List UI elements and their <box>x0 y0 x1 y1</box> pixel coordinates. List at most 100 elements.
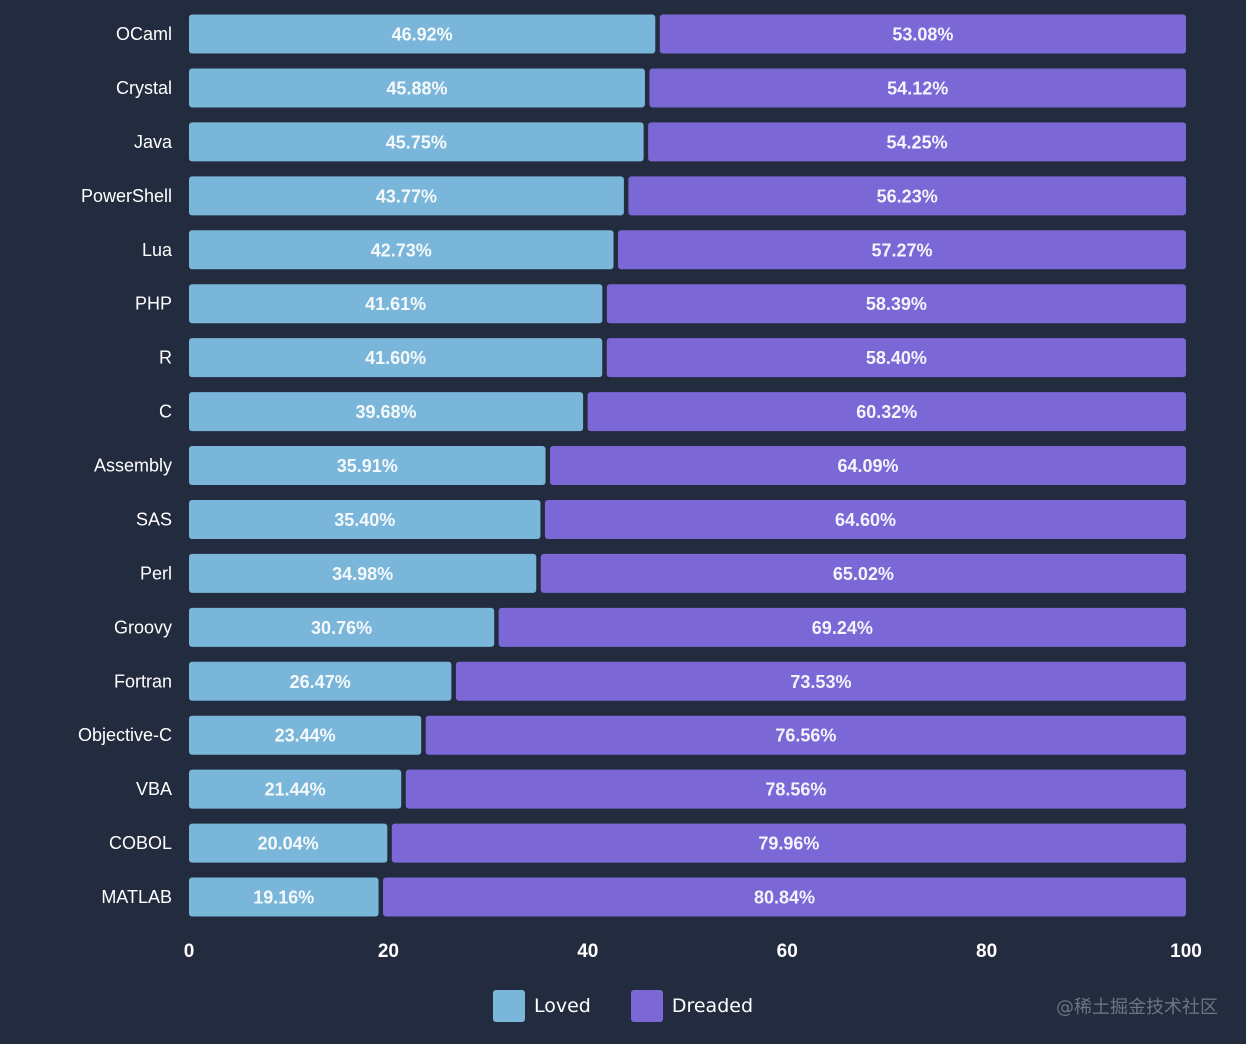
data-label-dreaded-crystal: 54.12% <box>887 78 948 98</box>
data-label-dreaded-sas: 64.60% <box>835 510 896 530</box>
bar-dreaded-groovy <box>498 607 1186 647</box>
bar-dreaded-fortran <box>455 661 1187 701</box>
bar-dreaded-objective-c <box>425 715 1187 755</box>
category-label-lua: Lua <box>142 240 173 260</box>
bar-dreaded-r <box>606 338 1186 378</box>
data-label-dreaded-lua: 57.27% <box>871 240 932 260</box>
data-label-loved-fortran: 26.47% <box>290 672 351 692</box>
x-tick-label-60: 60 <box>777 941 798 962</box>
data-label-dreaded-assembly: 64.09% <box>837 456 898 476</box>
data-label-dreaded-powershell: 56.23% <box>877 186 938 206</box>
bar-loved-sas <box>189 499 541 539</box>
bar-loved-java <box>189 122 644 162</box>
x-tick-label-100: 100 <box>1170 941 1202 962</box>
category-label-php: PHP <box>135 294 172 314</box>
bar-dreaded-assembly <box>550 446 1186 486</box>
data-label-loved-lua: 42.73% <box>371 240 432 260</box>
legend-item-dreaded[interactable]: Dreaded <box>630 990 754 1022</box>
data-label-loved-vba: 21.44% <box>265 780 326 800</box>
data-label-dreaded-fortran: 73.53% <box>790 672 851 692</box>
x-tick-label-80: 80 <box>976 941 997 962</box>
bar-loved-lua <box>189 230 614 270</box>
legend-label-dreaded: Dreaded <box>671 995 754 1017</box>
data-label-dreaded-cobol: 79.96% <box>758 834 819 854</box>
data-label-loved-ocaml: 46.92% <box>392 25 453 45</box>
bar-loved-matlab <box>189 877 379 917</box>
category-label-groovy: Groovy <box>114 617 172 637</box>
data-label-dreaded-matlab: 80.84% <box>754 888 815 908</box>
bar-loved-objective-c <box>189 715 422 755</box>
data-label-loved-assembly: 35.91% <box>337 456 398 476</box>
category-label-perl: Perl <box>140 563 172 583</box>
data-label-loved-php: 41.61% <box>365 294 426 314</box>
legend-swatch-loved <box>492 990 525 1022</box>
category-label-java: Java <box>134 132 173 152</box>
data-label-loved-crystal: 45.88% <box>386 78 447 98</box>
data-label-dreaded-c: 60.32% <box>856 402 917 422</box>
bar-loved-ocaml <box>189 14 656 54</box>
category-label-crystal: Crystal <box>116 78 172 98</box>
chart-legend: Loved Dreaded <box>0 990 1246 1022</box>
data-label-loved-groovy: 30.76% <box>311 618 372 638</box>
bar-dreaded-php <box>606 284 1186 324</box>
legend-item-loved[interactable]: Loved <box>492 990 591 1022</box>
category-label-matlab: MATLAB <box>101 887 172 907</box>
watermark: @稀土掘金技术社区 <box>1056 997 1218 1018</box>
legend-swatch-dreaded <box>630 990 663 1022</box>
data-label-dreaded-perl: 65.02% <box>833 564 894 584</box>
data-label-dreaded-vba: 78.56% <box>765 780 826 800</box>
bar-dreaded-sas <box>544 499 1186 539</box>
data-label-loved-cobol: 20.04% <box>258 834 319 854</box>
category-label-r: R <box>159 348 172 368</box>
bar-loved-cobol <box>189 823 388 863</box>
x-tick-label-40: 40 <box>577 941 598 962</box>
bar-loved-fortran <box>189 661 452 701</box>
category-label-assembly: Assembly <box>94 456 172 476</box>
data-label-dreaded-php: 58.39% <box>866 294 927 314</box>
bar-loved-groovy <box>189 607 495 647</box>
bar-dreaded-powershell <box>628 176 1186 216</box>
category-label-sas: SAS <box>136 509 172 529</box>
bar-dreaded-perl <box>540 553 1186 593</box>
bar-dreaded-ocaml <box>659 14 1186 54</box>
data-label-dreaded-java: 54.25% <box>887 132 948 152</box>
bar-dreaded-lua <box>618 230 1186 270</box>
bar-loved-powershell <box>189 176 624 216</box>
bar-loved-vba <box>189 769 402 809</box>
category-label-fortran: Fortran <box>114 671 172 691</box>
bar-dreaded-cobol <box>391 823 1186 863</box>
category-label-c: C <box>159 402 172 422</box>
bar-dreaded-matlab <box>383 877 1186 917</box>
bar-dreaded-java <box>648 122 1186 162</box>
bar-loved-crystal <box>189 68 645 108</box>
data-label-loved-powershell: 43.77% <box>376 186 437 206</box>
data-label-dreaded-groovy: 69.24% <box>812 618 873 638</box>
data-label-loved-r: 41.60% <box>365 348 426 368</box>
bar-dreaded-vba <box>405 769 1186 809</box>
bar-loved-php <box>189 284 603 324</box>
data-label-loved-matlab: 19.16% <box>253 888 314 908</box>
bar-loved-perl <box>189 553 537 593</box>
bar-dreaded-crystal <box>649 68 1186 108</box>
bar-dreaded-c <box>587 392 1186 432</box>
data-label-dreaded-objective-c: 76.56% <box>775 726 836 746</box>
bar-loved-assembly <box>189 446 546 486</box>
data-label-loved-objective-c: 23.44% <box>275 726 336 746</box>
x-tick-label-20: 20 <box>378 941 399 962</box>
category-label-objective-c: Objective-C <box>78 725 172 745</box>
data-label-loved-c: 39.68% <box>356 402 417 422</box>
category-label-ocaml: OCaml <box>116 24 172 44</box>
data-label-dreaded-r: 58.40% <box>866 348 927 368</box>
data-label-dreaded-ocaml: 53.08% <box>892 25 953 45</box>
x-tick-label-0: 0 <box>184 941 195 962</box>
category-label-vba: VBA <box>136 779 172 799</box>
category-label-powershell: PowerShell <box>81 186 172 206</box>
data-label-loved-java: 45.75% <box>386 132 447 152</box>
bar-loved-r <box>189 338 603 378</box>
legend-label-loved: Loved <box>533 995 591 1017</box>
bar-loved-c <box>189 392 584 432</box>
data-label-loved-sas: 35.40% <box>334 510 395 530</box>
category-label-cobol: COBOL <box>109 833 172 853</box>
